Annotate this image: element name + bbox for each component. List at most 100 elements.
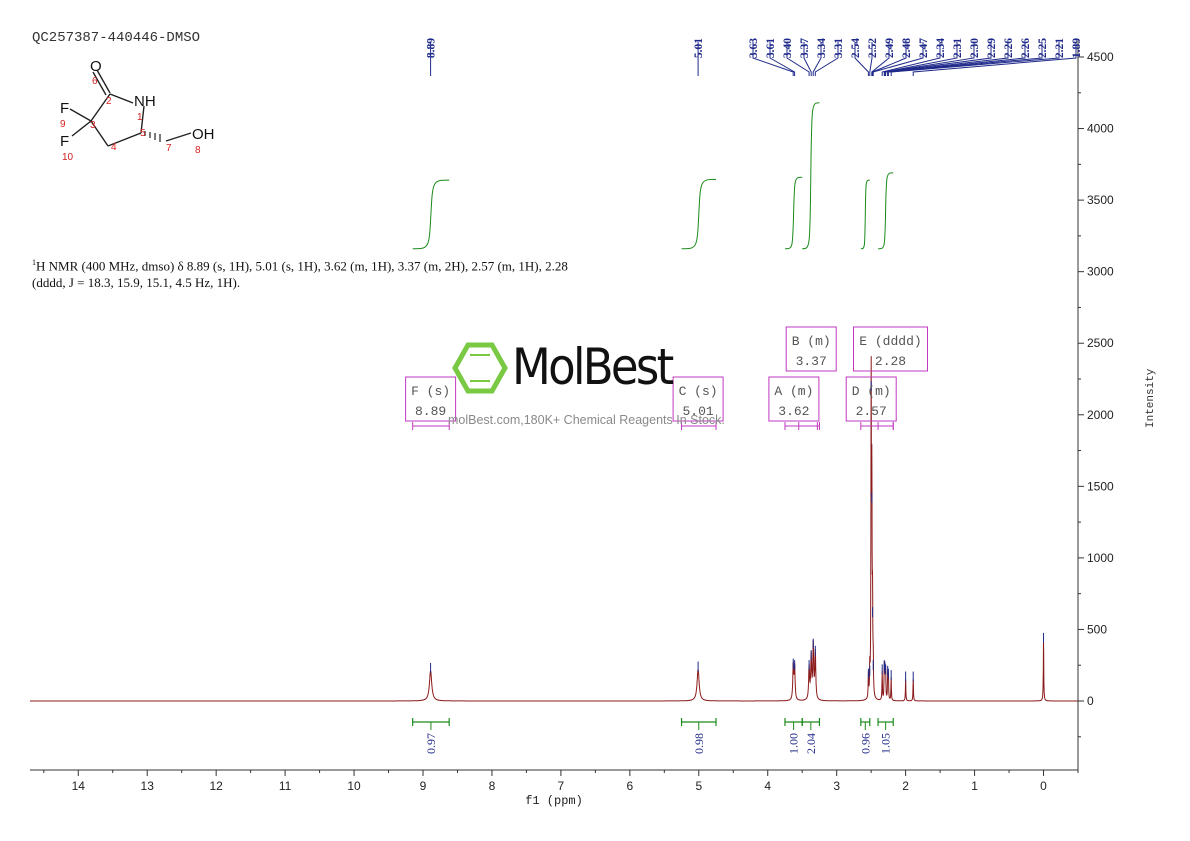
nmr-description-text: H NMR (400 MHz, dmso) δ 8.89 (s, 1H), 5.… [32, 258, 568, 291]
atom-o: O [90, 58, 102, 75]
x-tick-label: 9 [420, 779, 427, 793]
x-tick-label: 0 [1040, 779, 1047, 793]
y-tick-label: 1500 [1087, 479, 1114, 493]
axes: 14 13 12 11 10 9 8 7 6 5 4 3 2 1 0f1 (ppm)050010001500… [30, 40, 1114, 808]
multiplet-box [853, 326, 928, 372]
x-tick-label: 5 [695, 779, 702, 793]
peak-label: 2.49 [884, 38, 896, 58]
peak-label: 2.48 [901, 38, 913, 58]
multiplet-box [672, 376, 724, 422]
peak-label: 3.34 [816, 38, 828, 58]
atom-f-upper: F [60, 100, 69, 117]
y-tick-label: 1000 [1087, 551, 1114, 565]
x-tick-label: 11 [279, 779, 292, 793]
atom-oh: OH [192, 126, 215, 143]
integral-curve [878, 172, 894, 250]
atom-number-9: 9 [60, 119, 66, 130]
peak-label: 2.30 [969, 38, 981, 58]
atom-number-6: 6 [92, 76, 98, 87]
nmr-description: 1H NMR (400 MHz, dmso) δ 8.89 (s, 1H), 5… [32, 254, 592, 291]
spectrum-line [30, 356, 1078, 702]
peak-label-leader [881, 42, 941, 76]
atom-numbers: 6 2 1 9 3 5 10 4 7 8 [60, 76, 201, 163]
multiplet-label: E (dddd) [859, 334, 921, 349]
atom-number-2: 2 [106, 96, 112, 107]
integral-curve [784, 176, 803, 250]
peak-label: 2.25 [1037, 38, 1049, 58]
peak-label-leader [885, 42, 992, 76]
peak-label: 5.01 [693, 38, 705, 58]
peak-label: 2.26 [1020, 38, 1032, 58]
y-tick-label: 3500 [1087, 193, 1114, 207]
peak-label-leader [854, 42, 869, 76]
integral-curve [681, 178, 717, 250]
x-tick-label: 13 [141, 779, 155, 793]
peak-label-leader [812, 42, 822, 76]
x-tick-label: 4 [764, 779, 771, 793]
watermark-tagline: molBest.com,180K+ Chemical Reagents In S… [448, 413, 725, 427]
peak-label: 2.21 [1054, 38, 1066, 58]
integral-curve [860, 179, 870, 250]
peak-label: 2.52 [867, 38, 879, 58]
atom-number-3: 3 [90, 120, 96, 131]
y-tick-label: 0 [1087, 694, 1094, 708]
peak-label-leader [769, 42, 796, 76]
peak-label: 8.89 [426, 38, 438, 58]
sample-id: QC257387-440446-DMSO [32, 30, 201, 46]
x-tick-label: 1 [971, 779, 978, 793]
nmr-isotope: 1 [32, 258, 36, 267]
y-tick-label: 4500 [1087, 50, 1114, 64]
multiplet-box [785, 326, 837, 372]
peak-label-leader [872, 42, 924, 76]
peak-label-leader [912, 42, 1077, 76]
multiplet-shift: 5.01 [682, 404, 713, 419]
y-tick-label: 2000 [1087, 408, 1114, 422]
integral-value: 0.96 [858, 733, 872, 754]
peak-label-leader [887, 42, 1026, 76]
watermark-brand: MolBest [512, 338, 674, 396]
peak-label-leader [890, 42, 1060, 76]
atom-number-7: 7 [166, 143, 172, 154]
peak-label-leader [887, 42, 1043, 76]
multiplet-box [768, 376, 820, 422]
y-tick-label: 4000 [1087, 122, 1114, 136]
peak-label-leader [869, 42, 873, 76]
y-axis-label: Intensity [1145, 368, 1157, 428]
peak-label-leader [752, 42, 794, 76]
integral-curve [412, 179, 450, 250]
y-tick-label: 2500 [1087, 336, 1114, 350]
peak-label-leader [871, 42, 890, 76]
peak-label: 3.63 [748, 38, 760, 58]
peak-label-leader [884, 42, 975, 76]
integral-curve [802, 102, 820, 250]
peak-label: 1.89 [1071, 38, 1083, 58]
atom-nh: NH [134, 93, 156, 110]
multiplet-label: D (m) [852, 384, 891, 399]
multiplet-label: C (s) [679, 384, 718, 399]
atom-number-8: 8 [195, 145, 201, 156]
atom-f-lower: F [60, 133, 69, 150]
multiplet-box [405, 376, 457, 422]
peak-label: 3.61 [765, 38, 777, 58]
multiplet-shift: 3.37 [796, 354, 827, 369]
x-tick-label: 6 [626, 779, 633, 793]
x-tick-label: 10 [347, 779, 361, 793]
peak-label-leader [786, 42, 810, 76]
y-tick-label: 500 [1087, 622, 1107, 636]
atom-number-5: 5 [140, 128, 146, 139]
atom-number-4: 4 [111, 142, 117, 153]
multiplet-label: F (s) [411, 384, 450, 399]
x-tick-label: 2 [902, 779, 909, 793]
multiplet-box [845, 376, 897, 422]
peak-label: 2.29 [986, 38, 998, 58]
x-axis-label: f1 (ppm) [525, 794, 583, 808]
integral-value: 1.00 [787, 733, 801, 754]
stereo-hash-bond [144, 131, 161, 142]
peak-label: 2.34 [935, 38, 947, 58]
peak-label-leader [883, 42, 958, 76]
integral-value: 1.05 [879, 733, 893, 754]
peak-label-leader [872, 42, 907, 76]
peak-label-leader [814, 42, 839, 76]
y-tick-label: 3000 [1087, 265, 1114, 279]
x-tick-label: 12 [209, 779, 223, 793]
